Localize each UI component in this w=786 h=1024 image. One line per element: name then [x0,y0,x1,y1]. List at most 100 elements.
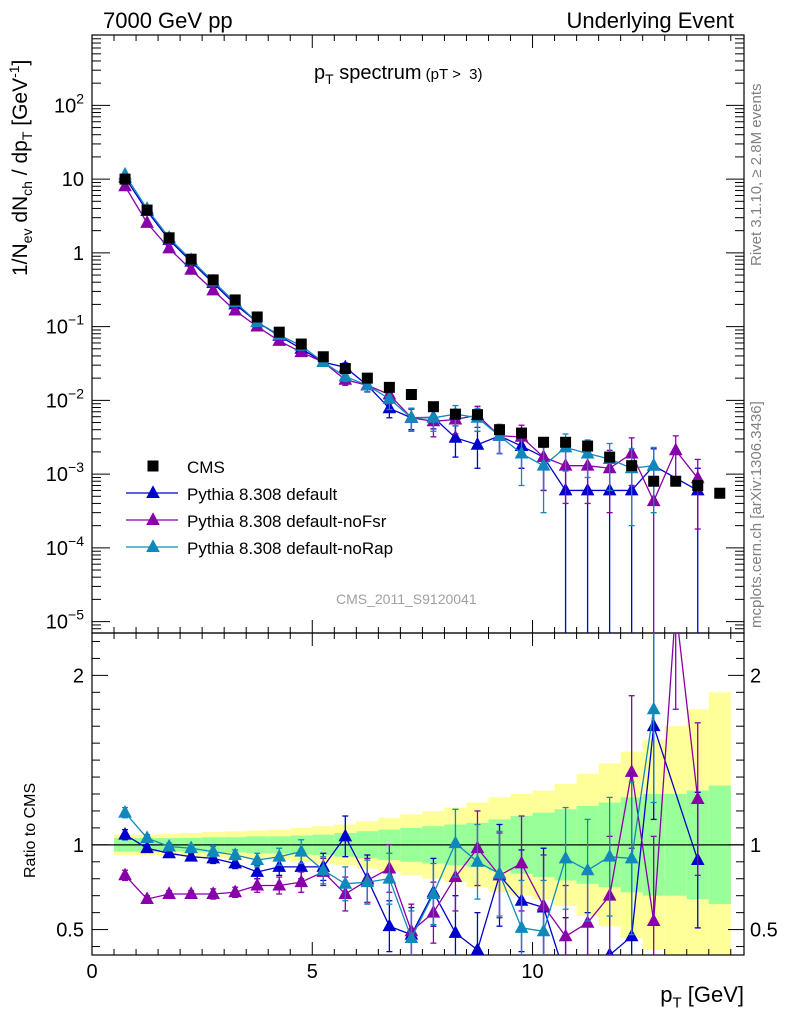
data-point [118,178,132,192]
data-point [382,391,397,404]
data-point [690,470,705,484]
y-tick-label: 10−1 [46,312,84,339]
x-tick-label: 0 [86,961,97,983]
ratio-point [470,942,485,955]
ratio-point [162,845,176,859]
reference-point [692,480,704,492]
ratio-point [140,830,154,844]
reference-series [119,173,726,499]
reference-point [361,372,373,384]
reference-point [582,440,594,452]
y-tick-label: 10−3 [46,459,84,486]
reference-point [273,326,285,338]
legend-marker [146,539,160,552]
ratio-point [448,835,463,849]
ratio-point [360,874,375,888]
ratio-point [558,850,573,864]
reference-point [471,409,483,421]
legend-label: Pythia 8.308 default-noFsr [187,512,387,531]
ratio-point [426,886,441,899]
watermark-label: CMS_2011_S9120041 [336,591,477,607]
reference-point [560,436,572,448]
legend-label-cms: CMS [187,458,225,477]
ratio-point [250,852,265,866]
ratio-point [514,855,529,869]
reference-point [207,274,219,286]
data-point [514,445,529,459]
ratio-point [250,877,265,891]
ratio-point [184,886,198,899]
ratio-point [184,849,198,862]
main-plot-area [118,166,726,633]
ratio-point [118,804,132,818]
header-left: 7000 GeV pp [103,8,233,33]
ratio-point [558,928,573,942]
ratio-point [294,859,309,872]
ratio-point [624,764,639,777]
ratio-point [272,877,287,891]
reference-point [163,232,175,244]
ratio-tick-label-left: 2 [73,665,84,687]
ratio-point [316,862,331,876]
reference-point [295,338,307,350]
ratio-point [382,918,397,932]
ratio-point [338,828,353,842]
ratio-point [206,843,220,857]
ratio-point [580,862,595,876]
ratio-tick-label-left: 1 [73,835,84,857]
ratio-tick-label-left: 0.5 [56,920,84,942]
reference-point [494,424,505,436]
ratio-plot-area [118,633,705,955]
y-tick-label: 10−5 [46,607,84,634]
data-point [140,215,154,228]
ratio-point [624,850,639,864]
reference-point [670,475,682,487]
data-point [580,445,595,459]
data-point [646,457,661,471]
reference-point [648,475,660,487]
data-point [536,457,551,471]
ratio-point [602,849,617,862]
chart-title: pT spectrum (pT > 3) [314,62,483,87]
x-axis-label: pT [GeV] [660,982,744,1012]
ratio-point [646,913,661,927]
ratio-point [118,826,132,840]
ratio-point [448,925,463,938]
ratio-point [228,884,242,898]
ratio-point [228,847,242,860]
ratio-point [492,865,507,879]
y-tick-label: 102 [54,90,84,117]
ratio-point [206,886,220,899]
ratio-point [162,886,176,899]
ratio-point [404,930,419,944]
ratio-point [382,871,397,884]
data-point [338,368,353,382]
reference-point [317,351,329,363]
legend-label: Pythia 8.308 default [187,485,338,504]
x-tick-label: 5 [307,961,318,983]
ratio-tick-label-right: 1 [750,835,761,857]
reference-point [185,253,197,265]
ratio-point [228,855,242,869]
reference-point [427,401,439,413]
y-tick-label: 10−2 [46,385,84,412]
ratio-point [514,920,529,933]
reference-point [626,460,638,472]
ratio-point [184,840,198,854]
reference-point [383,381,395,393]
ratio-point [536,923,551,937]
reference-point [251,311,263,323]
y-tick-label: 10−4 [46,533,84,560]
data-point [228,302,242,316]
ratio-point [294,843,309,857]
ratio-tick-label-right: 0.5 [750,920,778,942]
data-point [294,344,309,358]
ratio-series-3 [118,633,661,955]
ratio-point [646,701,661,715]
ratio-point [162,838,176,852]
ratio-point [272,849,287,862]
ratio-point [470,854,485,867]
ratio-point [140,840,154,854]
series-line [124,174,654,469]
